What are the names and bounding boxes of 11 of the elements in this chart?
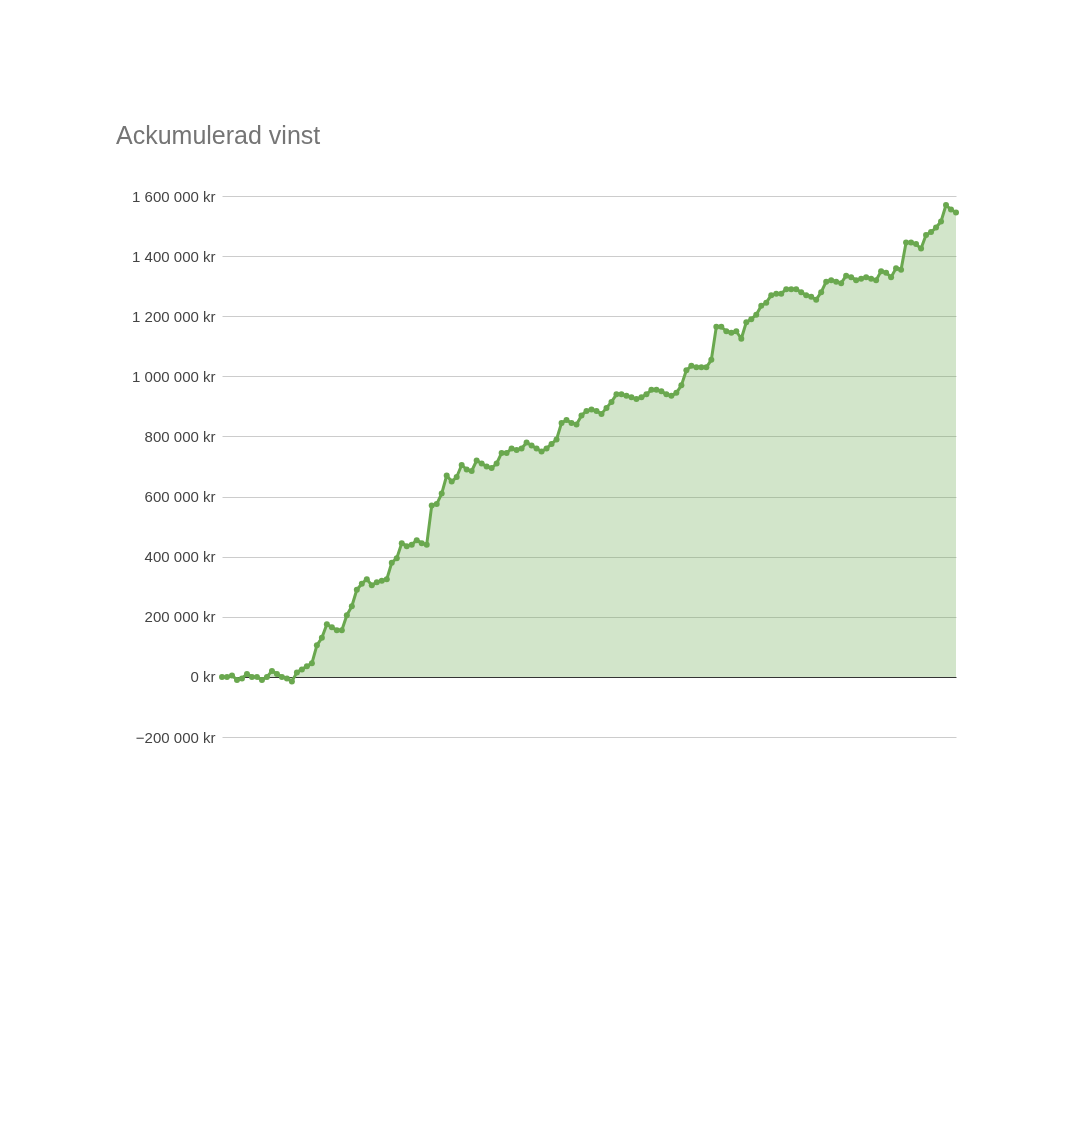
y-tick-label: 200 000 kr (144, 608, 216, 626)
y-tick-label: 0 kr (190, 668, 216, 686)
y-tick-label: −200 000 kr (135, 728, 216, 746)
y-tick-label: 1 000 000 kr (132, 367, 216, 385)
y-tick-label: 800 000 kr (144, 427, 216, 445)
chart-title: Ackumulerad vinst (116, 121, 321, 149)
y-tick-label: 400 000 kr (144, 548, 216, 566)
y-tick-label: 1 600 000 kr (132, 187, 216, 205)
y-tick-label: 1 200 000 kr (132, 307, 216, 325)
y-tick-label: 1 400 000 kr (132, 247, 216, 265)
y-tick-label: 600 000 kr (144, 488, 216, 506)
